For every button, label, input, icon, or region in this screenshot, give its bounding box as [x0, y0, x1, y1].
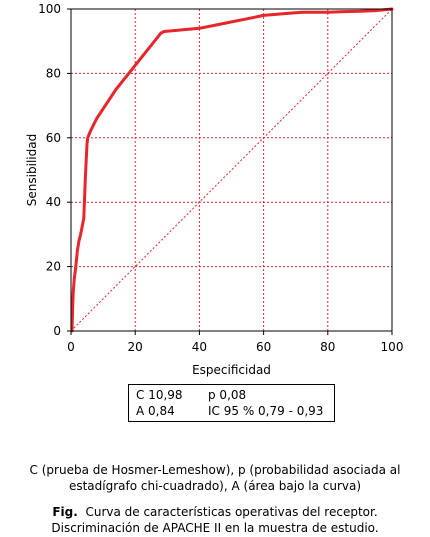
y-tick-label: 80	[46, 66, 61, 80]
roc-curve	[70, 7, 394, 333]
y-axis-ticks: 0 20 40 60 80 100	[38, 2, 71, 338]
caption-label: Fig.	[52, 505, 78, 519]
x-tick-label: 80	[320, 340, 335, 354]
plot-frame	[70, 8, 393, 332]
caption-line-2: Discriminación de APACHE II en la muestr…	[51, 521, 379, 535]
x-axis-ticks: 0 20 40 60 80 100	[67, 331, 403, 354]
stat-a: A 0,84	[136, 404, 175, 418]
caption-text-1: Curva de características operativas del …	[85, 505, 378, 519]
caption-line-1: Fig. Curva de características operativas…	[0, 504, 430, 520]
reference-diagonal	[70, 8, 393, 332]
footnote-line-1: C (prueba de Hosmer-Lemeshow), p (probab…	[29, 463, 401, 477]
statistics-box: C 10,98 p 0,08 A 0,84 IC 95 % 0,79 - 0,9…	[128, 384, 335, 422]
y-axis-label: Sensibilidad	[25, 134, 39, 206]
footnote: C (prueba de Hosmer-Lemeshow), p (probab…	[0, 462, 430, 494]
x-axis-label: Especificidad	[192, 363, 271, 377]
series-layer	[70, 7, 394, 333]
x-tick-label: 40	[192, 340, 207, 354]
x-tick-label: 60	[256, 340, 271, 354]
y-tick-label: 0	[53, 324, 61, 338]
stat-c: C 10,98	[136, 388, 183, 402]
y-tick-label: 20	[46, 260, 61, 274]
figure-caption: Fig. Curva de características operativas…	[0, 504, 430, 536]
x-tick-label: 100	[381, 340, 404, 354]
x-tick-label: 0	[67, 340, 75, 354]
footnote-line-2: estadígrafo chi-cuadrado), A (área bajo …	[68, 479, 362, 493]
y-tick-label: 60	[46, 131, 61, 145]
y-tick-label: 40	[46, 195, 61, 209]
y-tick-label: 100	[38, 2, 61, 16]
stat-p: p 0,08	[208, 388, 247, 402]
x-tick-label: 20	[128, 340, 143, 354]
grid-lines	[71, 9, 392, 331]
stat-ic: IC 95 % 0,79 - 0,93	[208, 404, 324, 418]
